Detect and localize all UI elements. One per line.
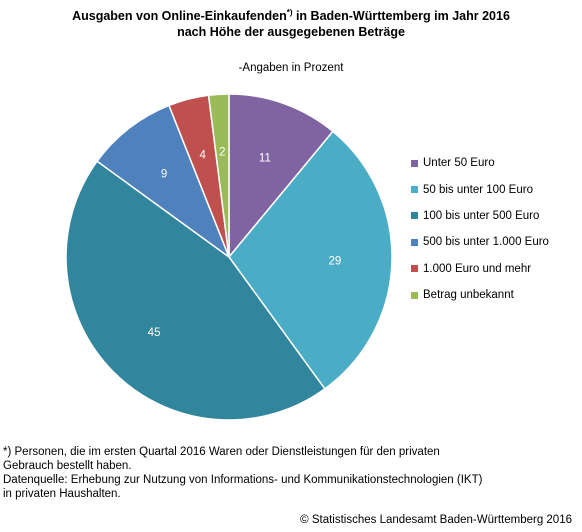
- pie-data-label-1: 11: [259, 152, 271, 164]
- pie-data-label-5: 4: [199, 149, 206, 161]
- legend-item-3: 100 bis unter 500 Euro: [411, 203, 549, 229]
- legend-item-1: Unter 50 Euro: [411, 150, 549, 176]
- pie-data-label-4: 9: [161, 168, 167, 180]
- legend-swatch: [411, 265, 418, 273]
- chart-subtitle: -Angaben in Prozent: [238, 62, 344, 74]
- footnote-line: Gebrauch bestellt haben.: [3, 460, 132, 472]
- legend-item-5: 1.000 Euro und mehr: [411, 256, 549, 282]
- chart-title: Ausgaben von Online-Einkaufenden*) in Ba…: [0, 8, 582, 40]
- legend-swatch: [411, 291, 418, 299]
- pie-slice-2: [228, 130, 393, 390]
- copyright: © Statistisches Landesamt Baden-Württemb…: [300, 514, 572, 526]
- legend-item-4: 500 bis unter 1.000 Euro: [411, 229, 549, 255]
- chart-title-line2: nach Höhe der ausgegebenen Beträge: [177, 25, 405, 39]
- legend-item-6: Betrag unbekannt: [411, 282, 549, 308]
- legend-label: 1.000 Euro und mehr: [423, 262, 532, 275]
- legend-label: Betrag unbekannt: [423, 289, 514, 302]
- chart-title-line1: Ausgaben von Online-Einkaufenden*) in Ba…: [72, 7, 510, 23]
- legend-swatch: [411, 238, 418, 246]
- pie-slice-1: [228, 93, 334, 260]
- legend-label: Unter 50 Euro: [423, 157, 495, 170]
- legend-label: 100 bis unter 500 Euro: [423, 209, 540, 222]
- legend-swatch: [411, 212, 418, 220]
- pie-chart: 11 29 45 9 4 2: [65, 93, 393, 421]
- pie-slice-6: [207, 93, 230, 258]
- footnote-line: *) Personen, die im ersten Quartal 2016 …: [3, 446, 440, 458]
- title-footnote-marker: *): [286, 7, 293, 17]
- footnote: *) Personen, die im ersten Quartal 2016 …: [3, 445, 573, 501]
- pie-data-label-3: 45: [148, 327, 161, 339]
- source-line: in privaten Haushalten.: [3, 488, 121, 500]
- source-line: Datenquelle: Erhebung zur Nutzung von In…: [3, 474, 483, 486]
- legend-label: 50 bis unter 100 Euro: [423, 183, 533, 196]
- pie-slice-4: [96, 104, 231, 260]
- pie-data-label-6: 2: [219, 146, 225, 158]
- legend-swatch: [411, 159, 418, 167]
- pie-data-label-2: 29: [328, 255, 341, 267]
- legend-label: 500 bis unter 1.000 Euro: [423, 236, 549, 249]
- chart-legend: Unter 50 Euro 50 bis unter 100 Euro 100 bi…: [411, 150, 549, 308]
- legend-swatch: [411, 186, 418, 194]
- pie-slice-3: [65, 160, 326, 421]
- legend-item-2: 50 bis unter 100 Euro: [411, 176, 549, 202]
